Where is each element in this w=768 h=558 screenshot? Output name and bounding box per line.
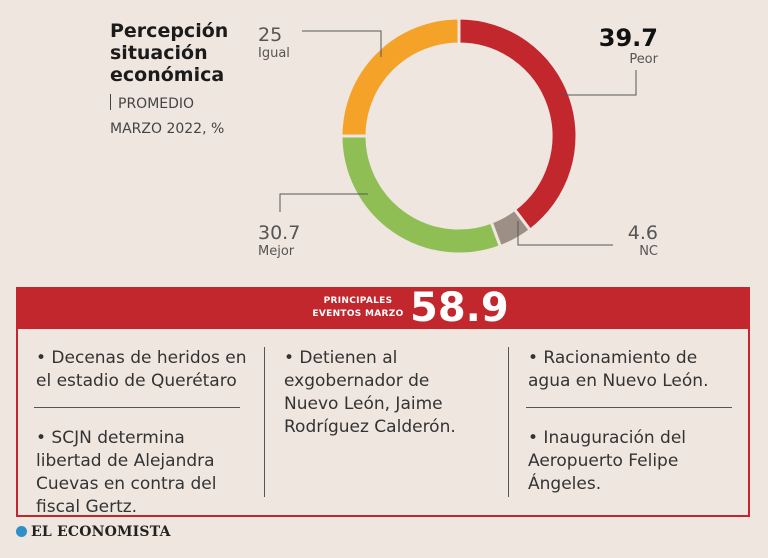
slice-peor (457, 16, 579, 233)
events-header-band: PRINCIPALES EVENTOS MARZO 58.9 (18, 285, 748, 331)
label-nc: 4.6 NC (600, 222, 658, 260)
leader-lines (279, 30, 637, 246)
subtitle-line-2: MARZO 2022, % (110, 121, 225, 137)
event-item: • Inauguración del Aeropuerto Felipe Áng… (528, 428, 687, 494)
column-divider (508, 347, 509, 497)
donut-chart (279, 16, 637, 256)
category-mejor: Mejor (258, 244, 295, 259)
column-divider (264, 347, 265, 497)
leader-line-peor (562, 70, 637, 96)
brand-logo: EL ECONOMISTA (16, 524, 171, 540)
event-item: • SCJN determina libertad de Alejandra C… (36, 428, 217, 517)
event-item: • Detienen al exgobernador de Nuevo León… (284, 348, 456, 437)
events-panel: PRINCIPALES EVENTOS MARZO 58.9 • Decenas… (16, 285, 750, 517)
value-nc: 4.6 (627, 222, 658, 244)
leader-line-mejor (279, 193, 368, 212)
category-peor: Peor (629, 52, 658, 67)
event-item: • Decenas de heridos en el estadio de Qu… (36, 348, 247, 391)
slice-mejor (339, 134, 503, 256)
subtitle-bar (110, 94, 111, 110)
slice-igual (339, 16, 461, 138)
event-item: • Racionamiento de agua en Nuevo León. (528, 348, 709, 391)
leader-line-igual (302, 30, 382, 57)
divider (526, 407, 732, 408)
label-mejor: 30.7 Mejor (258, 222, 300, 260)
leader-line-nc (517, 221, 613, 246)
value-peor: 39.7 (598, 24, 658, 52)
brand-name: EL ECONOMISTA (31, 524, 171, 540)
category-nc: NC (639, 244, 658, 259)
events-header-label: PRINCIPALES EVENTOS MARZO (298, 295, 418, 321)
subtitle-line-1: PROMEDIO (118, 96, 195, 112)
chart-subtitle: PROMEDIO MARZO 2022, % (110, 92, 260, 142)
events-header-line-1: PRINCIPALES (323, 296, 393, 306)
divider (34, 407, 240, 408)
label-igual: 25 Igual (258, 24, 290, 62)
value-mejor: 30.7 (258, 222, 301, 244)
label-peor: 39.7 Peor (580, 24, 658, 68)
chart-title: Percepción situación económica (110, 20, 229, 86)
value-igual: 25 (258, 24, 283, 46)
category-igual: Igual (258, 46, 290, 61)
events-value: 58.9 (410, 285, 509, 331)
events-header-line-2: EVENTOS MARZO (312, 309, 404, 319)
donut-slices (339, 16, 579, 256)
logo-icon (16, 526, 27, 537)
